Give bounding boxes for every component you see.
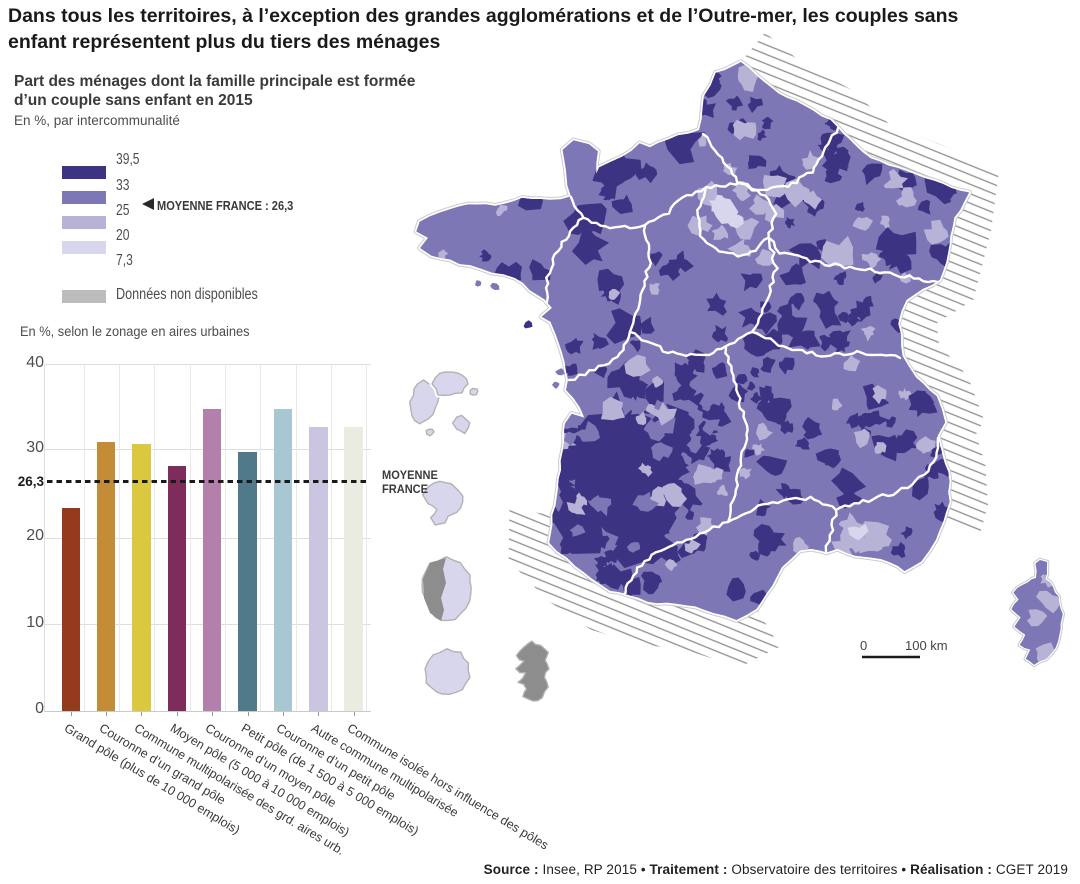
svg-text:100 km: 100 km <box>905 638 948 653</box>
svg-text:0: 0 <box>860 638 867 653</box>
